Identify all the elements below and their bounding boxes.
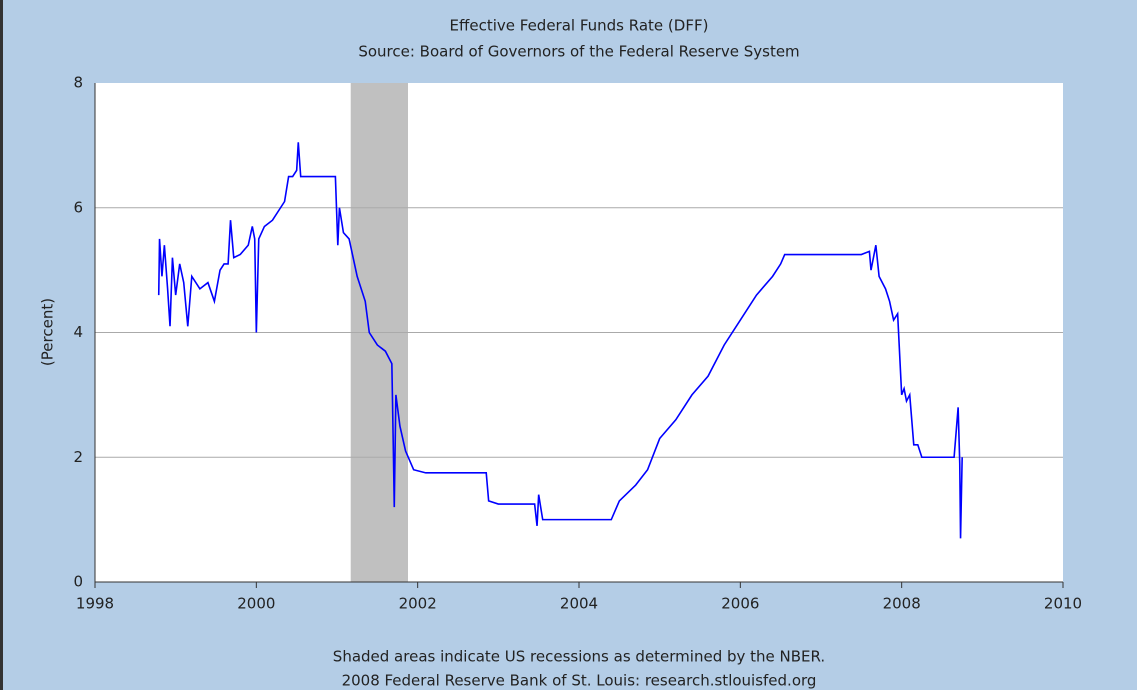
x-tick-label: 2008 (883, 595, 921, 613)
footnote: Shaded areas indicate US recessions as d… (333, 648, 825, 666)
rate-line (157, 142, 963, 539)
chart-subtitle: Source: Board of Governors of the Federa… (358, 43, 799, 61)
x-tick-label: 2006 (721, 595, 759, 613)
footnote: 2008 Federal Reserve Bank of St. Louis: … (342, 672, 817, 690)
y-tick-label: 2 (73, 448, 83, 466)
chart-title: Effective Federal Funds Rate (DFF) (450, 17, 709, 35)
left-border (0, 0, 3, 690)
y-tick-label: 4 (73, 323, 83, 341)
x-tick-label: 1998 (76, 595, 114, 613)
y-tick-label: 8 (73, 74, 83, 92)
x-tick-label: 2010 (1044, 595, 1082, 613)
y-tick-label: 0 (73, 573, 83, 591)
x-tick-label: 2000 (237, 595, 275, 613)
x-tick-label: 2002 (399, 595, 437, 613)
y-axis-label: (Percent) (39, 298, 57, 366)
y-tick-label: 6 (73, 198, 83, 216)
x-tick-label: 2004 (560, 595, 598, 613)
